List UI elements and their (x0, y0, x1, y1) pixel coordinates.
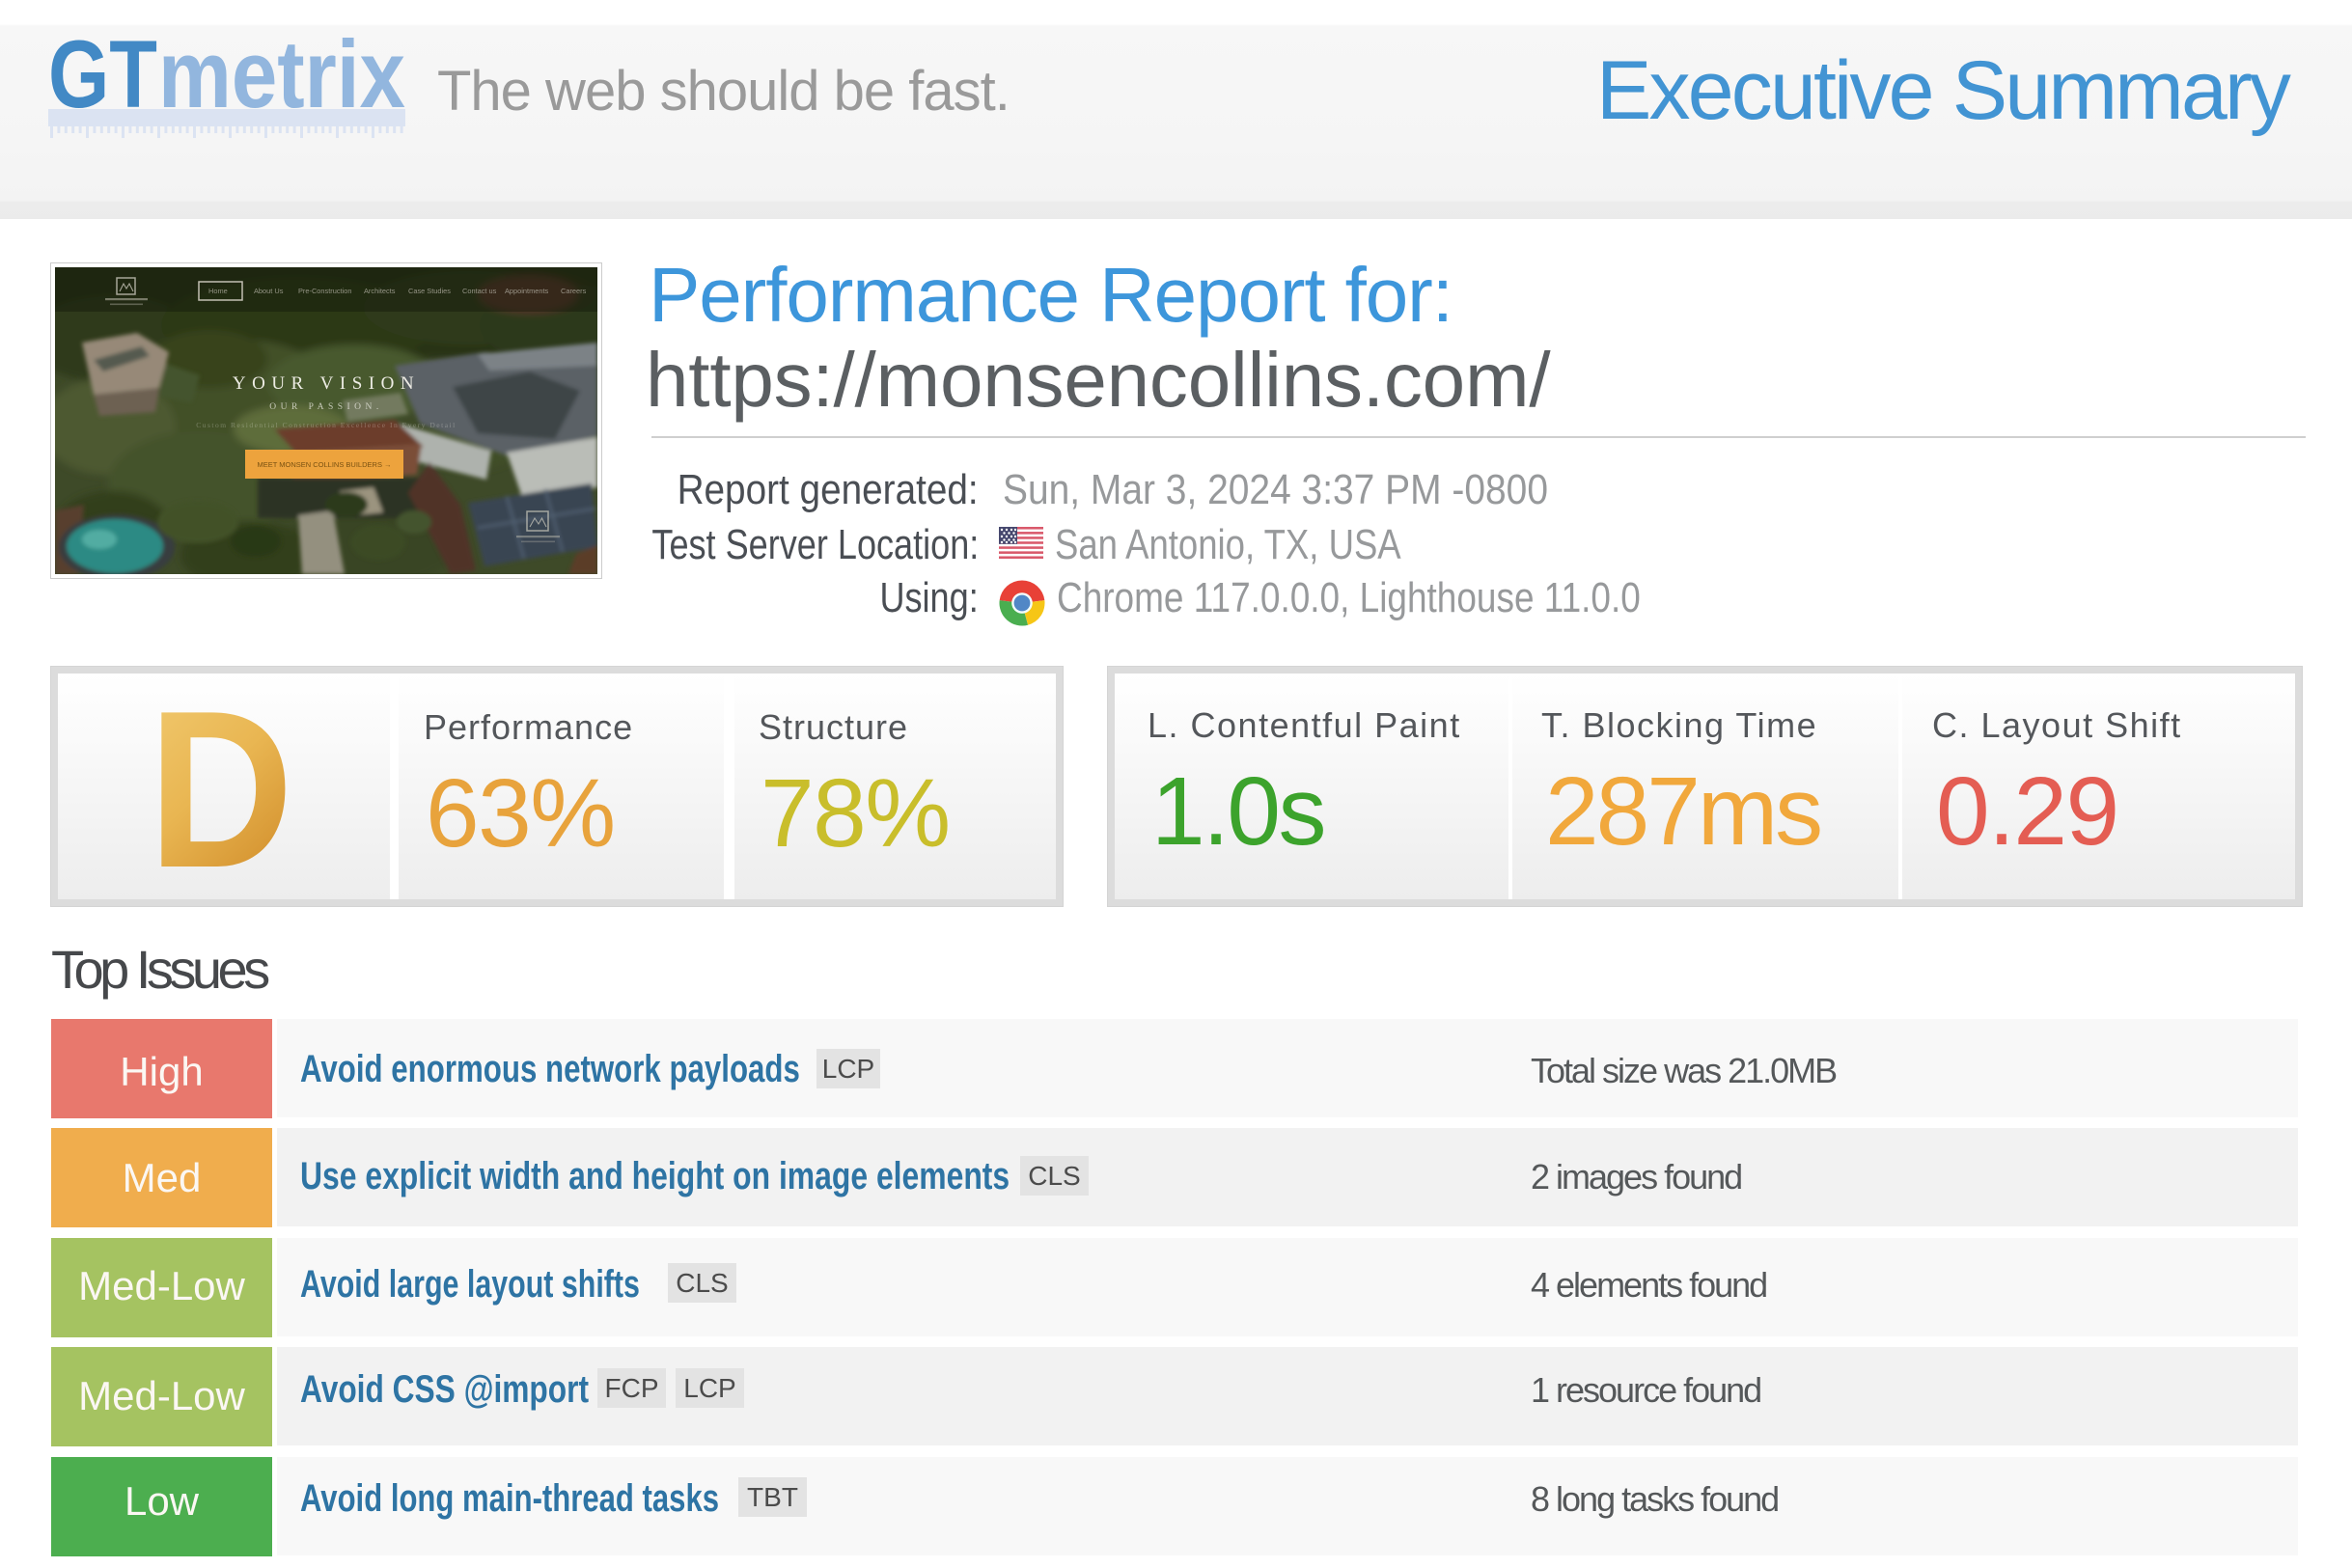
svg-text:Case Studies: Case Studies (408, 287, 451, 295)
svg-text:Home: Home (208, 287, 228, 295)
svg-text:Pre-Construction: Pre-Construction (298, 287, 351, 295)
svg-text:GT: GT (48, 20, 157, 127)
svg-text:Appointments: Appointments (505, 287, 548, 295)
svg-text:Careers: Careers (561, 287, 587, 295)
svg-text:OUR PASSION.: OUR PASSION. (269, 402, 383, 412)
svg-text:MEET MONSEN COLLINS BUILDERS →: MEET MONSEN COLLINS BUILDERS → (257, 460, 391, 469)
svg-text:About Us: About Us (254, 287, 284, 295)
svg-text:YOUR VISION: YOUR VISION (233, 373, 420, 394)
svg-text:Contact us: Contact us (462, 287, 497, 295)
svg-text:metrix: metrix (158, 20, 405, 127)
svg-text:Custom Residential Constructio: Custom Residential Construction Excellen… (196, 421, 456, 429)
svg-text:Architects: Architects (364, 287, 396, 295)
